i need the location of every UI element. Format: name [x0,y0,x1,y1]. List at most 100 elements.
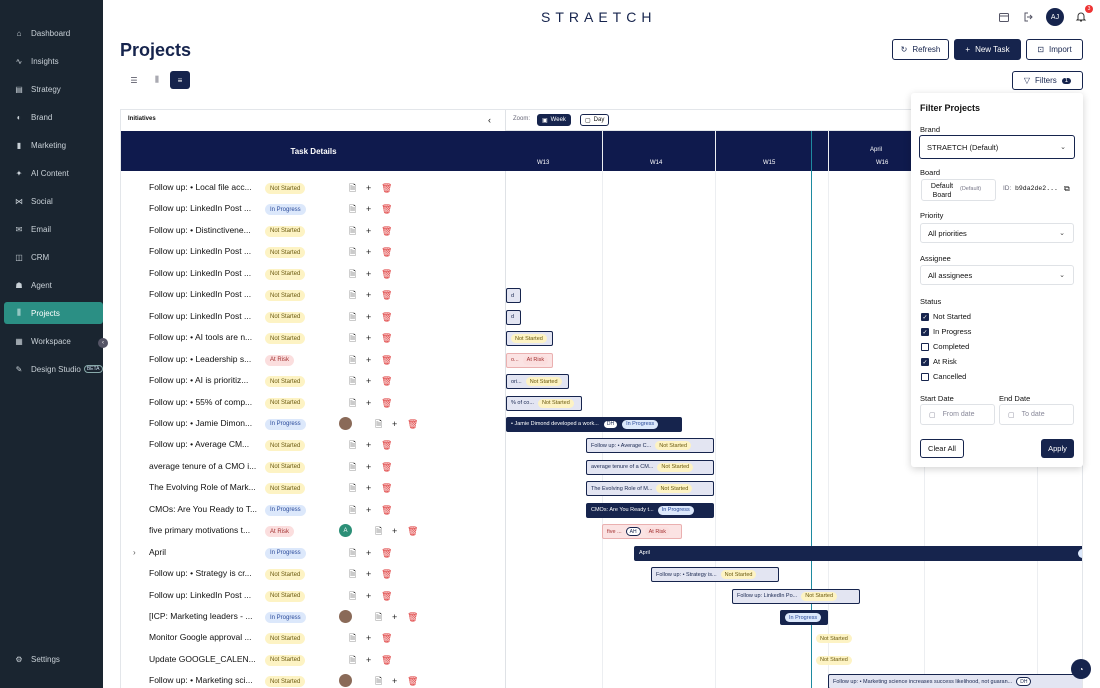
trash-icon[interactable]: 🗑 [381,504,393,515]
status-checkbox-cancelled[interactable] [921,373,929,381]
document-icon[interactable]: 🗎 [349,569,357,580]
document-icon[interactable]: 🗎 [375,418,383,429]
clear-all-button[interactable]: Clear All [920,439,964,458]
document-icon[interactable]: 🗎 [349,376,357,387]
trash-icon[interactable]: 🗑 [381,204,393,215]
gantt-bar[interactable]: average tenure of a CM... Not Started [586,459,714,475]
add-subtask-icon[interactable]: + [366,633,372,644]
task-row[interactable]: Follow up: LinkedIn Post ... Not Started 🗎… [121,307,506,328]
task-row[interactable]: Follow up: LinkedIn Post ... Not Started 🗎… [121,285,506,306]
chat-bubble-button[interactable]: ◔ [1071,659,1091,679]
document-icon[interactable]: 🗎 [349,461,357,472]
task-row[interactable]: Follow up: • AI is prioritiz... Not Start… [121,371,506,392]
trash-icon[interactable]: 🗑 [381,290,393,301]
task-row[interactable]: Follow up: LinkedIn Post ... Not Started 🗎… [121,586,506,607]
add-subtask-icon[interactable]: + [366,290,372,301]
trash-icon[interactable]: 🗑 [407,418,419,429]
trash-icon[interactable]: 🗑 [381,225,393,236]
gantt-bar[interactable]: o... At Risk [506,352,553,368]
add-subtask-icon[interactable]: + [392,526,398,537]
gantt-view-button[interactable]: ≡ [170,71,190,89]
add-subtask-icon[interactable]: + [366,397,372,408]
sidebar-item-crm[interactable]: ◫ CRM [4,246,103,268]
zoom-week-button[interactable]: ▣ Week [537,114,571,126]
gantt-bar[interactable]: Follow up: • Average C... Not Started [586,438,714,454]
add-subtask-icon[interactable]: + [366,376,372,387]
task-row[interactable]: Follow up: LinkedIn Post ... In Progress 🗎… [121,199,506,220]
gantt-bar[interactable]: Follow up: • Marketing science increases… [828,674,1082,688]
gantt-bar[interactable]: d [506,288,521,304]
task-row[interactable]: [ICP: Marketing leaders - ... In Progress… [121,607,506,628]
sidebar-item-ai-content[interactable]: ✦ AI Content [4,162,103,184]
add-subtask-icon[interactable]: + [366,225,372,236]
trash-icon[interactable]: 🗑 [381,268,393,279]
add-subtask-icon[interactable]: + [366,311,372,322]
gantt-bar[interactable]: The Evolving Role of M... Not Started [586,481,714,497]
gantt-bar[interactable]: Not Started [812,653,860,668]
from-date-input[interactable]: ▢ From date [920,404,995,425]
add-subtask-icon[interactable]: + [366,569,372,580]
gantt-bar[interactable]: • Jamie Dimond developed a work... DH In P… [506,416,682,432]
document-icon[interactable]: 🗎 [349,633,357,644]
gantt-bar[interactable]: CMOs: Are You Ready t... In Progress [586,502,714,518]
add-subtask-icon[interactable]: + [366,461,372,472]
add-subtask-icon[interactable]: + [392,676,398,687]
document-icon[interactable]: 🗎 [349,225,357,236]
gantt-bar[interactable]: five ... AH At Risk [602,524,682,540]
task-row[interactable]: Update GOOGLE_CALEN... Not Started 🗎 + 🗑 [121,650,506,671]
chevron-right-icon[interactable]: › [133,547,136,557]
status-checkbox-in-progress[interactable]: ✓ [921,328,929,336]
task-row[interactable]: Follow up: LinkedIn Post ... Not Started 🗎… [121,264,506,285]
task-row[interactable]: Monitor Google approval ... Not Started 🗎 +… [121,628,506,649]
document-icon[interactable]: 🗎 [349,590,357,601]
gantt-bar[interactable]: % of co... Not Started [506,395,582,411]
task-row[interactable]: Follow up: • Average CM... Not Started 🗎 + 🗑 [121,435,506,456]
add-subtask-icon[interactable]: + [392,612,398,622]
document-icon[interactable]: 🗎 [349,397,357,408]
copy-icon[interactable]: ⧉ [1064,184,1070,193]
task-row[interactable]: The Evolving Role of Mark... Not Started 🗎… [121,478,506,499]
document-icon[interactable]: 🗎 [349,333,357,344]
document-icon[interactable]: 🗎 [349,654,357,665]
import-button[interactable]: ⊡ Import [1026,39,1083,60]
new-task-button[interactable]: + New Task [954,39,1021,60]
task-row[interactable]: Follow up: • Distinctivene... Not Started… [121,221,506,242]
sidebar-item-social[interactable]: ⋈ Social [4,190,103,212]
add-subtask-icon[interactable]: + [366,354,372,365]
status-checkbox-at-risk[interactable]: ✓ [921,358,929,366]
board-select[interactable]: Default Board (Default) [921,179,996,201]
document-icon[interactable]: 🗎 [349,440,357,451]
document-icon[interactable]: 🗎 [349,483,357,494]
trash-icon[interactable]: 🗑 [381,247,393,258]
add-subtask-icon[interactable]: + [366,483,372,494]
add-subtask-icon[interactable]: + [366,654,372,665]
document-icon[interactable]: 🗎 [349,311,357,322]
trash-icon[interactable]: 🗑 [381,654,393,665]
assignee-select[interactable]: All assignees ⌄ [920,265,1074,285]
sidebar-item-email[interactable]: ✉ Email [4,218,103,240]
sidebar-item-strategy[interactable]: ▤ Strategy [4,78,103,100]
task-row[interactable]: Follow up: • Marketing sci... Not Started… [121,671,506,688]
sidebar-item-dashboard[interactable]: ⌂ Dashboard [4,22,103,44]
trash-icon[interactable]: 🗑 [381,376,393,387]
task-row[interactable]: average tenure of a CMO i... Not Started 🗎… [121,457,506,478]
add-subtask-icon[interactable]: + [366,268,372,279]
add-subtask-icon[interactable]: + [366,204,372,215]
task-row[interactable]: Follow up: • AI tools are n... Not Starte… [121,328,506,349]
trash-icon[interactable]: 🗑 [381,569,393,580]
document-icon[interactable]: 🗎 [375,676,383,687]
sidebar-item-settings[interactable]: ⚙ Settings [4,648,103,670]
add-subtask-icon[interactable]: + [366,547,372,558]
document-icon[interactable]: 🗎 [349,290,357,301]
apply-button[interactable]: Apply [1041,439,1074,458]
add-subtask-icon[interactable]: + [366,333,372,344]
sidebar-item-brand[interactable]: ◐ Brand [4,106,103,128]
trash-icon[interactable]: 🗑 [381,333,393,344]
task-row[interactable]: Follow up: • Local file acc... Not Starte… [121,178,506,199]
refresh-button[interactable]: ↻ Refresh [892,39,949,60]
gantt-bar[interactable]: Not Started [812,631,860,646]
status-checkbox-not-started[interactable]: ✓ [921,313,929,321]
trash-icon[interactable]: 🗑 [381,483,393,494]
sidebar-item-design-studio[interactable]: ✎ Design Studio BETA [4,358,103,380]
document-icon[interactable]: 🗎 [375,612,383,622]
